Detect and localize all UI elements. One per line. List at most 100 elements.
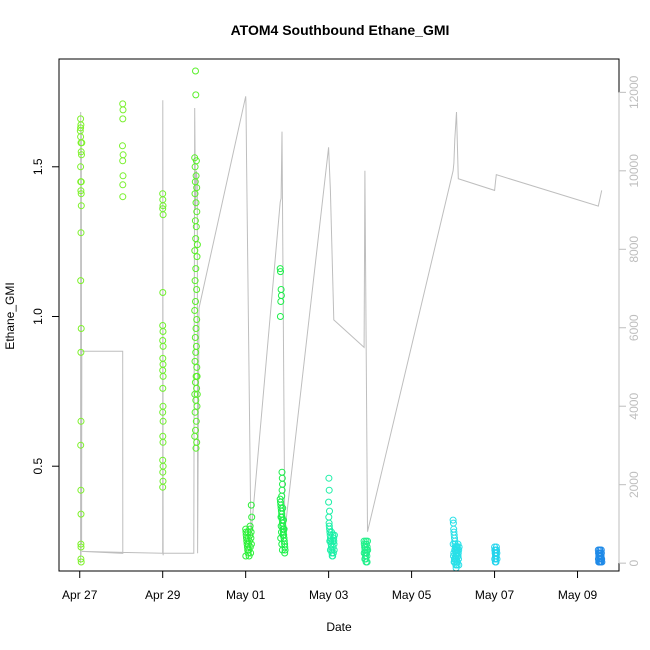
data-point bbox=[159, 342, 167, 350]
data-point bbox=[193, 286, 201, 293]
secondary-trace-line bbox=[80, 96, 603, 564]
x-tick-label: May 07 bbox=[475, 588, 515, 602]
data-point bbox=[159, 468, 167, 476]
y-tick-label: 1.0 bbox=[31, 308, 45, 325]
data-point bbox=[192, 67, 199, 75]
data-point bbox=[248, 513, 256, 521]
data-point bbox=[159, 328, 167, 335]
data-point bbox=[192, 91, 200, 99]
data-point bbox=[246, 522, 254, 530]
data-point bbox=[119, 106, 127, 114]
data-point bbox=[77, 486, 85, 494]
data-point bbox=[596, 552, 604, 560]
data-point bbox=[326, 507, 333, 515]
data-point bbox=[119, 151, 127, 159]
chart-title: ATOM4 Southbound Ethane_GMI bbox=[231, 22, 450, 38]
data-point bbox=[193, 402, 201, 410]
data-point bbox=[277, 513, 285, 521]
data-point bbox=[77, 325, 85, 332]
data-point bbox=[76, 127, 84, 135]
data-point bbox=[159, 211, 167, 219]
data-point bbox=[449, 516, 457, 524]
data-point bbox=[77, 277, 85, 285]
data-point bbox=[77, 540, 85, 548]
data-point bbox=[77, 178, 85, 186]
data-point bbox=[277, 268, 284, 276]
y2-tick-label: 6000 bbox=[627, 314, 641, 341]
data-point bbox=[325, 486, 333, 494]
data-point bbox=[492, 546, 500, 554]
data-point bbox=[281, 546, 289, 554]
data-point bbox=[159, 384, 167, 392]
data-point bbox=[193, 241, 201, 249]
data-point bbox=[453, 543, 461, 551]
data-point bbox=[276, 313, 284, 320]
data-point bbox=[78, 151, 85, 159]
y-axis-label: Ethane_GMI bbox=[3, 282, 17, 349]
data-point bbox=[77, 124, 85, 132]
secondary-trace-layer bbox=[80, 96, 603, 564]
data-point bbox=[191, 277, 199, 285]
data-point bbox=[159, 289, 167, 296]
data-point bbox=[364, 546, 372, 554]
data-point bbox=[77, 202, 85, 210]
data-point bbox=[191, 307, 199, 314]
data-point bbox=[244, 549, 252, 557]
y2-tick-label: 8000 bbox=[627, 236, 641, 263]
data-point bbox=[159, 372, 167, 380]
data-point bbox=[77, 348, 85, 356]
y2-tick-label: 4000 bbox=[627, 393, 641, 420]
data-point bbox=[77, 558, 85, 566]
data-point bbox=[159, 483, 167, 491]
y2-axis: 0 2000 4000 6000 8000 10000 12000 bbox=[618, 75, 641, 566]
data-point bbox=[77, 441, 85, 449]
data-point bbox=[326, 546, 334, 554]
y2-tick-label: 10000 bbox=[627, 154, 641, 188]
data-point bbox=[193, 208, 201, 216]
data-point bbox=[329, 552, 337, 560]
data-point bbox=[192, 265, 200, 273]
y2-tick-label: 12000 bbox=[627, 75, 641, 109]
data-point bbox=[192, 199, 200, 207]
data-point bbox=[247, 501, 255, 509]
y-tick-label: 0.5 bbox=[31, 458, 45, 475]
data-point bbox=[119, 157, 127, 165]
data-point bbox=[119, 193, 127, 201]
x-tick-label: Apr 27 bbox=[62, 588, 98, 602]
data-point bbox=[325, 513, 333, 521]
data-point bbox=[192, 298, 199, 305]
data-point bbox=[279, 504, 287, 512]
data-point bbox=[277, 298, 285, 305]
data-point bbox=[192, 417, 200, 425]
data-point bbox=[159, 408, 167, 416]
data-point bbox=[159, 417, 167, 425]
data-point bbox=[450, 555, 458, 563]
data-point bbox=[191, 247, 199, 255]
data-point bbox=[193, 372, 201, 380]
data-point bbox=[191, 334, 199, 341]
x-tick-label: Apr 29 bbox=[145, 588, 181, 602]
data-point bbox=[191, 432, 199, 440]
data-point bbox=[278, 528, 285, 536]
data-point bbox=[330, 531, 338, 539]
data-point bbox=[492, 543, 500, 551]
data-point bbox=[362, 537, 370, 545]
data-point bbox=[191, 190, 199, 198]
data-point bbox=[77, 187, 85, 195]
y2-tick-label: 2000 bbox=[627, 471, 641, 498]
data-point bbox=[281, 549, 289, 557]
data-point bbox=[119, 181, 127, 189]
data-point bbox=[119, 172, 127, 180]
x-tick-label: May 09 bbox=[558, 588, 598, 602]
data-point bbox=[276, 265, 284, 273]
data-point bbox=[119, 100, 127, 108]
y-axis: 0.5 1.0 1.5 bbox=[31, 158, 60, 475]
data-point bbox=[192, 348, 200, 356]
data-point bbox=[326, 537, 334, 545]
y2-tick-label: 0 bbox=[627, 559, 641, 566]
data-point bbox=[77, 148, 85, 156]
x-axis-label: Date bbox=[326, 620, 352, 634]
data-point bbox=[597, 555, 605, 563]
data-point bbox=[78, 139, 86, 147]
data-point bbox=[247, 540, 255, 548]
